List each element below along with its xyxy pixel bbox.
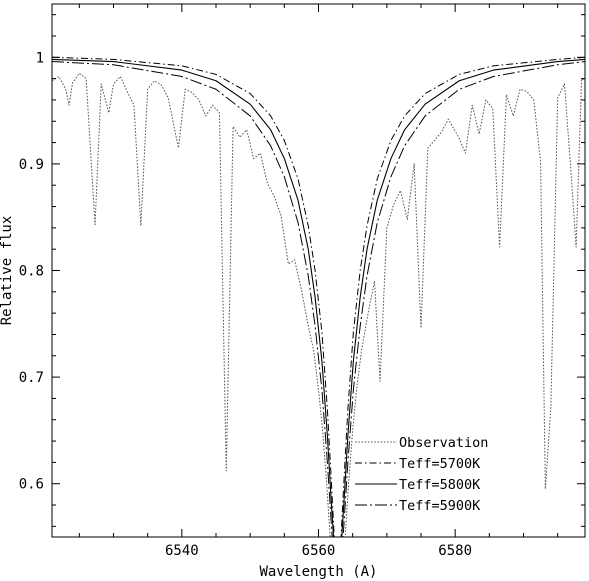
y-tick-label: 0.6 <box>19 477 44 493</box>
y-tick-label: 0.7 <box>19 370 44 386</box>
legend-label-3: Teff=5800K <box>399 477 481 493</box>
legend-label-4: Teff=5900K <box>399 498 481 514</box>
x-tick-label: 6560 <box>302 543 336 559</box>
series-layer <box>52 56 585 537</box>
y-axis-title: Relative flux <box>0 216 15 326</box>
ticks-layer <box>52 4 585 537</box>
tick-labels-layer: 6540 6560 6580 0.6 0.7 0.8 0.9 1 <box>19 50 472 559</box>
y-tick-label: 0.9 <box>19 157 44 173</box>
y-tick-label: 0.8 <box>19 264 44 280</box>
x-tick-label: 6580 <box>438 543 472 559</box>
y-tick-label: 1 <box>36 50 44 66</box>
legend: Observation Teff=5700K Teff=5800K Teff=5900… <box>355 435 488 514</box>
legend-label-2: Teff=5700K <box>399 456 481 472</box>
x-tick-label: 6540 <box>165 543 199 559</box>
series-line-3 <box>52 58 585 537</box>
plot-frame <box>51 3 586 538</box>
legend-label-1: Observation <box>399 435 488 451</box>
x-axis-title: Wavelength (A) <box>259 564 377 580</box>
series-line-1 <box>52 72 585 537</box>
series-line-4 <box>52 61 585 537</box>
series-line-2 <box>52 56 585 537</box>
